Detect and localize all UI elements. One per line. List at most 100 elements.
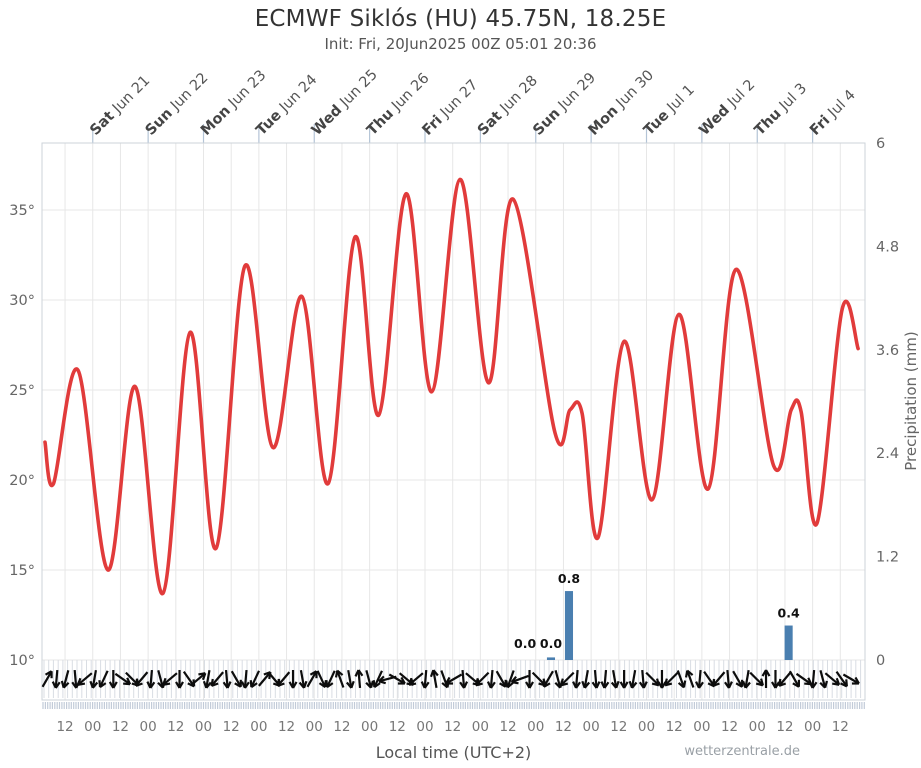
plot-frame	[41, 142, 866, 701]
wind-arrow-icon	[808, 669, 818, 689]
temp-axis-tick-label: 30°	[9, 293, 35, 309]
wind-arrow-icon	[429, 669, 439, 689]
temp-axis-tick-label: 25°	[9, 383, 35, 399]
wind-arrow-icon	[628, 669, 638, 689]
wind-arrow-icon	[134, 671, 149, 687]
wind-arrow-icon	[51, 669, 61, 689]
wind-arrow-icon	[835, 670, 848, 688]
temp-axis-tick-label: 35°	[9, 203, 35, 219]
precip-axis-tick-label: 0	[876, 653, 885, 669]
wind-arrow-icon	[638, 669, 648, 689]
wind-arrow-icon	[591, 669, 601, 689]
wind-arrow-icon	[146, 669, 156, 689]
day-label: Fri Jun 27	[420, 77, 482, 139]
wind-arrow-icon	[778, 671, 792, 687]
wind-arrow-icon	[505, 670, 515, 689]
hour-tick-comb	[42, 702, 865, 709]
wind-arrow-icon	[459, 669, 469, 689]
wind-arrow-icon	[761, 669, 771, 688]
wind-arrow-icon	[525, 670, 534, 689]
wind-arrow-icon	[771, 670, 780, 689]
wind-arrow-icon	[202, 669, 212, 689]
precip-axis-title: Precipitation (mm)	[902, 331, 920, 470]
wind-arrow-icon	[298, 669, 308, 689]
time-tick-label: 00	[638, 719, 655, 735]
wind-arrow-icon	[684, 669, 695, 688]
wind-arrow-icon	[788, 670, 800, 688]
time-tick-label: 12	[167, 719, 184, 735]
wind-arrow-icon	[408, 672, 424, 686]
time-tick-label: 12	[721, 719, 738, 735]
wind-arrow-icon	[542, 670, 554, 688]
wind-arrow-icon	[724, 669, 733, 689]
wind-arrow-icon	[60, 670, 70, 689]
precip-axis-tick-label: 3.6	[876, 343, 899, 359]
time-tick-label: 00	[84, 719, 101, 735]
wind-arrow-icon	[388, 673, 406, 685]
day-label: Wed Jul 2	[696, 77, 758, 139]
wind-arrow-icon	[276, 671, 291, 687]
time-tick-label: 12	[223, 719, 240, 735]
wind-arrow-icon	[41, 670, 53, 688]
wind-arrow-icon	[162, 672, 178, 686]
wind-arrow-icon	[610, 669, 620, 689]
wind-arrow-icon	[510, 674, 529, 685]
wind-arrow-icon	[89, 669, 99, 689]
time-tick-label: 12	[56, 719, 73, 735]
time-tick-label: 00	[306, 719, 323, 735]
wind-arrow-icon	[325, 670, 336, 689]
precip-axis-tick-label: 6	[876, 136, 885, 152]
wind-arrow-icon	[676, 670, 687, 689]
wind-arrow-icon	[240, 669, 250, 689]
temperature-curve	[43, 177, 860, 596]
time-tick-label: 12	[112, 719, 129, 735]
wind-arrow-icon	[306, 670, 318, 688]
wind-arrow-icon	[334, 669, 345, 688]
wind-arrow-icon	[354, 669, 364, 689]
wind-arrow-icon	[695, 669, 704, 689]
wind-arrow-icon	[76, 672, 93, 686]
time-tick-label: 12	[832, 719, 849, 735]
time-tick-label: 00	[693, 719, 710, 735]
wind-arrow-icon	[288, 670, 298, 689]
wind-arrow-icon	[222, 669, 232, 689]
wind-arrow-icon	[711, 671, 726, 687]
precip-bar	[784, 625, 793, 660]
wind-arrow-icon	[420, 669, 430, 689]
wind-arrow-icon	[732, 670, 744, 688]
time-tick-label: 12	[610, 719, 627, 735]
time-tick-label: 12	[389, 719, 406, 735]
time-tick-label: 12	[444, 719, 461, 735]
wind-arrow-icon	[230, 670, 242, 688]
wind-arrow-icon	[175, 670, 184, 689]
wind-arrow-icon	[842, 673, 860, 685]
wind-arrow-icon	[114, 672, 132, 686]
time-tick-label: 12	[776, 719, 793, 735]
time-tick-label: 00	[749, 719, 766, 735]
time-tick-label: 12	[333, 719, 350, 735]
plot-background	[42, 143, 865, 700]
time-tick-label: 12	[499, 719, 516, 735]
wind-arrow-icon	[742, 669, 751, 689]
precip-axis-tick-label: 2.4	[876, 446, 899, 462]
wind-arrow-icon	[619, 670, 629, 689]
wind-arrow-icon	[108, 670, 118, 689]
wind-arrow-icon	[249, 670, 260, 689]
wind-arrow-icon	[210, 671, 224, 687]
wind-arrow-icon	[346, 669, 355, 689]
wind-arrow-icon	[190, 672, 207, 686]
time-tick-label: 00	[250, 719, 267, 735]
wind-arrow-icon	[474, 671, 490, 687]
day-label: Tue Jul 1	[641, 82, 698, 139]
wind-arrow-icon	[559, 671, 575, 687]
wind-arrow-icon	[749, 671, 764, 687]
time-tick-label: 00	[416, 719, 433, 735]
wind-arrow-icon	[600, 669, 610, 689]
chart-subtitle: Init: Fri, 20Jun2025 00Z 05:01 20:36	[324, 35, 597, 53]
precip-bar	[564, 591, 574, 660]
wind-arrow-icon	[663, 671, 679, 687]
time-tick-label: 00	[472, 719, 489, 735]
wind-arrow-icon	[824, 672, 841, 686]
temp-axis-tick-label: 20°	[9, 473, 35, 489]
